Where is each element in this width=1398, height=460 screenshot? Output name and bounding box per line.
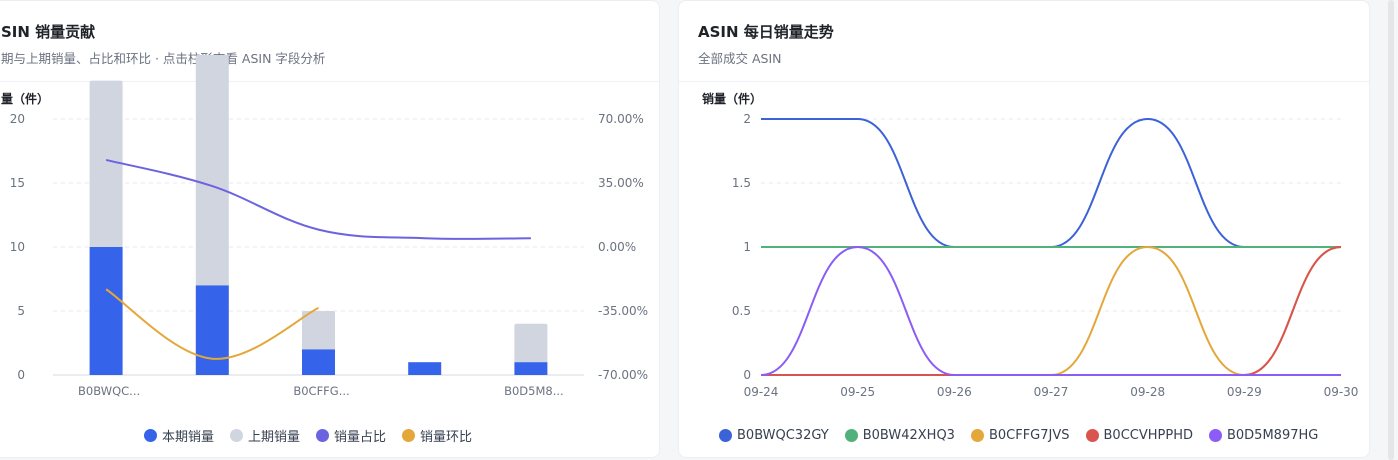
legend-dot-icon (1208, 428, 1222, 442)
legend-dot-icon (1085, 428, 1099, 442)
series-line (760, 245, 1342, 377)
x-tick-label: B0CFFG... (293, 384, 349, 398)
legend-item[interactable]: 本期销量 (144, 426, 214, 445)
y-axis-title: 销量（件） (702, 91, 762, 106)
legend-label: B0CFFG7JVS (988, 427, 1070, 443)
y-tick-label: 15 (10, 176, 25, 190)
legend-item[interactable]: B0CCVHPPHD (1085, 427, 1193, 443)
legend-dot-icon (402, 428, 416, 442)
bar-previous-period (514, 323, 548, 363)
bar-current-period (195, 285, 229, 375)
legend-label: 上期销量 (248, 429, 301, 445)
legend-item[interactable]: 上期销量 (230, 426, 300, 445)
x-tick-label: B0BWQC... (78, 384, 140, 398)
x-tick-label: 09-28 (1130, 385, 1165, 399)
sales-contribution-card: SIN 销量贡献 期与上期销量、占比和环比 · 点击柱形查看 ASIN 字段分析… (0, 0, 660, 458)
card-subtitle: 全部成交 ASIN (698, 51, 782, 66)
bar-current-period (408, 362, 442, 375)
y-tick-label: 0 (17, 368, 25, 382)
y2-tick-label: -35.00% (598, 304, 648, 318)
legend-label: 销量占比 (334, 429, 387, 445)
y2-tick-label: 70.00% (598, 112, 644, 126)
legend-dot-icon (719, 428, 732, 442)
y-tick-label: 1 (743, 240, 751, 254)
x-tick-label: 09-30 (1324, 385, 1359, 399)
bar-previous-period (89, 80, 123, 247)
legend-label: 销量环比 (420, 429, 473, 445)
card-subtitle: 期与上期销量、占比和环比 · 点击柱形查看 ASIN 字段分析 (1, 51, 326, 66)
legend-dot-icon (230, 428, 244, 442)
legend-dot-icon (316, 428, 330, 442)
legend-item[interactable]: 销量环比 (402, 426, 472, 445)
line-sales-share (105, 158, 531, 240)
x-tick-label: B0D5M8... (504, 384, 564, 398)
x-tick-label: 09-29 (1227, 385, 1262, 399)
y-tick-label: 1.5 (732, 176, 751, 190)
y2-tick-label: -70.00% (598, 368, 648, 382)
legend-item[interactable]: 销量占比 (316, 426, 386, 445)
y2-tick-label: 35.00% (598, 176, 644, 190)
x-tick-label: 09-27 (1034, 385, 1069, 399)
legend-label: 本期销量 (162, 429, 215, 445)
daily-sales-trend-chart[interactable]: 销量（件） 0 0.5 1 1.5 2 09-24 09-25 09-26 09-27 09-28 0… (679, 1, 1370, 421)
y-tick-label: 0 (743, 368, 751, 382)
x-tick-label: 09-24 (744, 385, 779, 399)
sales-contribution-chart[interactable]: 量（件） 0 5 10 15 20 -70.00% -35.00% 0.00% 35.00% 70.… (0, 1, 660, 421)
bar-previous-period (195, 55, 229, 286)
bar-previous-period (302, 311, 335, 350)
chart-legend: 本期销量 上期销量 销量占比 销量环比 (144, 425, 472, 445)
bar-current-period (89, 247, 123, 375)
legend-item[interactable]: B0D5M897HG (1208, 427, 1319, 443)
y-tick-label: 0.5 (732, 304, 751, 318)
bar-current-period (514, 362, 548, 375)
line-sales-mom (105, 288, 319, 360)
y-tick-label: 10 (10, 240, 25, 254)
card-header: SIN 销量贡献 期与上期销量、占比和环比 · 点击柱形查看 ASIN 字段分析 (0, 1, 659, 82)
page-scrollbar[interactable] (1384, 0, 1398, 460)
y-axis-title: 量（件） (1, 91, 49, 106)
legend-dot-icon (844, 428, 858, 442)
legend-item[interactable]: B0CFFG7JVS (970, 427, 1070, 443)
x-tick-label: 09-26 (937, 385, 972, 399)
legend-item[interactable]: B0BWQC32GY (719, 428, 829, 443)
card-title: SIN 销量贡献 (1, 23, 96, 41)
card-title: ASIN 每日销量走势 (698, 23, 834, 41)
card-header: ASIN 每日销量走势 全部成交 ASIN (679, 1, 1369, 82)
series-line (761, 117, 1341, 249)
chart-legend: B0BWQC32GY B0BW42XHQ3 B0CFFG7JVS B0CCVHPPHD… (719, 425, 1318, 445)
legend-label: B0CCVHPPHD (1103, 427, 1193, 443)
legend-label: B0BWQC32GY (737, 427, 829, 443)
y2-tick-label: 0.00% (598, 240, 636, 254)
y-tick-label: 2 (743, 112, 751, 126)
legend-label: B0D5M897HG (1226, 427, 1319, 443)
legend-dot-icon (144, 428, 157, 442)
y-tick-label: 20 (10, 112, 25, 126)
x-tick-label: 09-25 (840, 385, 875, 399)
daily-sales-trend-card: ASIN 每日销量走势 全部成交 ASIN 销量（件） 0 0.5 1 1.5 2 09-2… (678, 0, 1370, 458)
legend-item[interactable]: B0BW42XHQ3 (844, 427, 955, 443)
legend-dot-icon (970, 428, 984, 442)
legend-label: B0BW42XHQ3 (862, 427, 955, 443)
scrollbar-thumb[interactable] (1388, 0, 1394, 460)
bar-current-period (302, 349, 335, 375)
y-tick-label: 5 (17, 304, 25, 318)
